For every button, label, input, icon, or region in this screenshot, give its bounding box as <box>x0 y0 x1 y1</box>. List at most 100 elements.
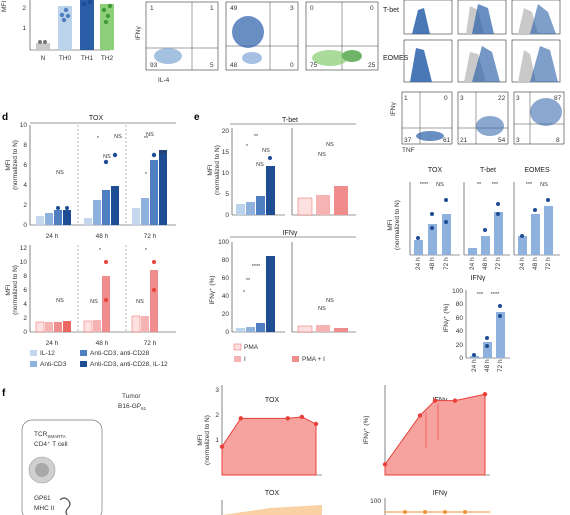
panel-e-label: e <box>194 112 200 123</box>
svg-text:TOX: TOX <box>428 167 443 174</box>
svg-text:IFNγ: IFNγ <box>433 490 448 497</box>
svg-text:60: 60 <box>456 315 464 322</box>
svg-text:NS: NS <box>146 132 154 138</box>
hist-label-eomes: EOMES <box>383 55 409 62</box>
svg-text:MFI: MFI <box>197 434 204 445</box>
data-point <box>299 414 305 420</box>
bar-th1 <box>80 0 94 50</box>
svg-text:NS: NS <box>256 162 264 168</box>
flow-plot-1 <box>145 1 219 71</box>
svg-text:NS: NS <box>114 134 122 140</box>
panel-e-legend: PMA I PMA + I <box>233 343 325 363</box>
flow-plot-2 <box>225 1 299 71</box>
flow-plots-il4: IFNγ IL-4 1 1 93 5 49 3 48 0 0 0 75 25 <box>135 1 379 84</box>
svg-text:NS: NS <box>326 142 334 148</box>
panel-f-label: f <box>2 388 6 399</box>
tumor-name: B16-GP61 <box>118 403 147 411</box>
svg-text:1: 1 <box>210 5 214 12</box>
svg-text:49: 49 <box>230 5 238 12</box>
svg-text:48 h: 48 h <box>532 257 539 270</box>
svg-text:0: 0 <box>225 329 229 336</box>
svg-text:5: 5 <box>210 62 214 69</box>
svg-text:72 h: 72 h <box>144 340 157 347</box>
svg-text:6: 6 <box>23 287 27 294</box>
svg-text:1: 1 <box>22 25 26 32</box>
svg-text:NS: NS <box>136 299 144 305</box>
svg-text:100: 100 <box>370 498 381 505</box>
svg-text:NS: NS <box>159 150 167 156</box>
right-small-charts: MFI (normalized to N) TOX **** NS T-bet … <box>387 167 560 372</box>
svg-text:4: 4 <box>23 182 27 189</box>
f-chart-bottom: TOX IFNγ 100 <box>221 490 490 515</box>
svg-text:75: 75 <box>310 62 318 69</box>
svg-text:72 h: 72 h <box>545 257 552 270</box>
svg-text:48: 48 <box>230 62 238 69</box>
svg-text:40: 40 <box>222 293 230 300</box>
svg-text:0: 0 <box>23 222 27 229</box>
svg-text:37: 37 <box>404 137 412 144</box>
svg-text:I: I <box>244 356 246 363</box>
svg-text:Tumor: Tumor <box>122 393 141 400</box>
svg-text:(normalized to N): (normalized to N) <box>204 415 211 465</box>
svg-text:24 h: 24 h <box>469 257 476 270</box>
svg-text:MFI: MFI <box>5 284 12 295</box>
svg-text:IFNγ⁺ (%): IFNγ⁺ (%) <box>363 415 370 444</box>
bar-th2 <box>100 4 114 50</box>
svg-text:(normalized to N): (normalized to N) <box>12 265 19 315</box>
svg-text:TOX: TOX <box>89 115 104 122</box>
svg-text:12: 12 <box>20 245 28 252</box>
svg-text:40: 40 <box>456 328 464 335</box>
bar-n <box>36 43 50 50</box>
label-th0: TH0 <box>59 55 72 62</box>
svg-text:21: 21 <box>460 137 468 144</box>
svg-text:72 h: 72 h <box>443 257 450 270</box>
svg-text:72 h: 72 h <box>495 257 502 270</box>
svg-text:0: 0 <box>310 5 314 12</box>
svg-text:3: 3 <box>215 387 219 394</box>
svg-text:0: 0 <box>23 329 27 336</box>
svg-text:20: 20 <box>222 128 230 135</box>
svg-text:0: 0 <box>370 5 374 12</box>
svg-text:93: 93 <box>150 62 158 69</box>
svg-text:*: * <box>99 248 102 254</box>
svg-text:2: 2 <box>23 202 27 209</box>
svg-text:*: * <box>145 172 148 178</box>
svg-text:****: **** <box>252 264 261 270</box>
svg-text:Anti-CD3, anti-CD28, IL-12: Anti-CD3, anti-CD28, IL-12 <box>90 361 168 368</box>
svg-text:IFNγ: IFNγ <box>390 102 397 116</box>
svg-text:NS: NS <box>326 298 334 304</box>
svg-text:100: 100 <box>218 239 229 246</box>
svg-text:PMA + I: PMA + I <box>302 356 325 363</box>
svg-text:EOMES: EOMES <box>524 167 550 174</box>
svg-text:72 h: 72 h <box>497 359 504 372</box>
svg-text:22: 22 <box>498 95 506 102</box>
svg-text:24 h: 24 h <box>46 340 59 347</box>
svg-text:24 h: 24 h <box>471 359 478 372</box>
label-th2: TH2 <box>101 55 114 62</box>
label-th1: TH1 <box>81 55 94 62</box>
svg-text:****: **** <box>491 292 500 298</box>
svg-text:*: * <box>97 136 100 142</box>
svg-text:87: 87 <box>554 95 562 102</box>
data-point <box>313 421 319 427</box>
svg-text:10: 10 <box>20 122 28 129</box>
svg-text:****: **** <box>420 182 429 188</box>
svg-text:10: 10 <box>20 259 28 266</box>
svg-text:2: 2 <box>23 315 27 322</box>
svg-text:2: 2 <box>22 5 26 12</box>
svg-text:48 h: 48 h <box>484 359 491 372</box>
svg-text:*: * <box>243 290 246 296</box>
svg-text:Anti-CD3: Anti-CD3 <box>40 361 67 368</box>
svg-text:54: 54 <box>498 137 506 144</box>
flow-plots-tnf: IFNγ TNF 1 0 37 61 3 22 21 54 3 87 3 8 <box>390 91 565 154</box>
svg-text:24 h: 24 h <box>415 257 422 270</box>
panel-d-label: d <box>2 112 8 123</box>
svg-text:IFNγ⁺ (%): IFNγ⁺ (%) <box>443 303 450 332</box>
data-point <box>482 392 488 397</box>
svg-text:*: * <box>246 144 249 150</box>
svg-text:20: 20 <box>456 342 464 349</box>
svg-text:NS: NS <box>436 182 444 188</box>
svg-text:**: ** <box>477 182 482 188</box>
histograms: T-bet EOMES <box>383 0 561 83</box>
svg-text:NS: NS <box>318 152 326 158</box>
